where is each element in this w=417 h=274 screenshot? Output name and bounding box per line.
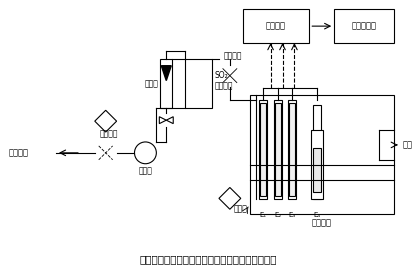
Polygon shape — [161, 66, 171, 81]
Bar — [259, 100, 266, 199]
Text: 排出: 排出 — [403, 140, 413, 149]
Text: 流量計: 流量計 — [144, 79, 158, 88]
Polygon shape — [219, 187, 241, 209]
Bar — [289, 100, 296, 199]
Text: E₂: E₂ — [274, 212, 281, 218]
Text: 制御回路: 制御回路 — [266, 22, 286, 31]
Polygon shape — [166, 117, 173, 124]
Bar — [313, 105, 321, 199]
Text: E₃: E₃ — [289, 212, 296, 218]
Text: 指示記録計: 指示記録計 — [352, 22, 377, 31]
Text: 図７　電量滴定法による硫化水素計測器の原理図: 図７ 電量滴定法による硫化水素計測器の原理図 — [139, 254, 277, 264]
Bar — [289, 103, 295, 196]
Bar — [311, 130, 323, 199]
Text: E₄: E₄ — [314, 212, 321, 218]
Text: E₁: E₁ — [259, 212, 266, 218]
Polygon shape — [95, 110, 117, 132]
Bar — [243, 9, 309, 43]
Text: 電解セル: 電解セル — [312, 218, 332, 227]
Bar — [274, 103, 281, 196]
Text: SO₂
スクラバ: SO₂ スクラバ — [215, 70, 234, 91]
Text: 電解液: 電解液 — [234, 205, 248, 214]
Text: フィルタ: フィルタ — [99, 129, 118, 138]
Bar — [160, 59, 172, 108]
Text: 大気入口: 大気入口 — [8, 148, 28, 157]
Circle shape — [135, 142, 156, 164]
Polygon shape — [159, 117, 166, 124]
Bar — [260, 103, 266, 196]
Text: フィルタ: フィルタ — [224, 52, 242, 61]
Bar — [250, 95, 394, 214]
Bar — [274, 100, 281, 199]
Bar — [185, 59, 212, 108]
Text: ポンプ: ポンプ — [138, 167, 152, 176]
Bar — [334, 9, 394, 43]
Bar — [313, 148, 321, 192]
